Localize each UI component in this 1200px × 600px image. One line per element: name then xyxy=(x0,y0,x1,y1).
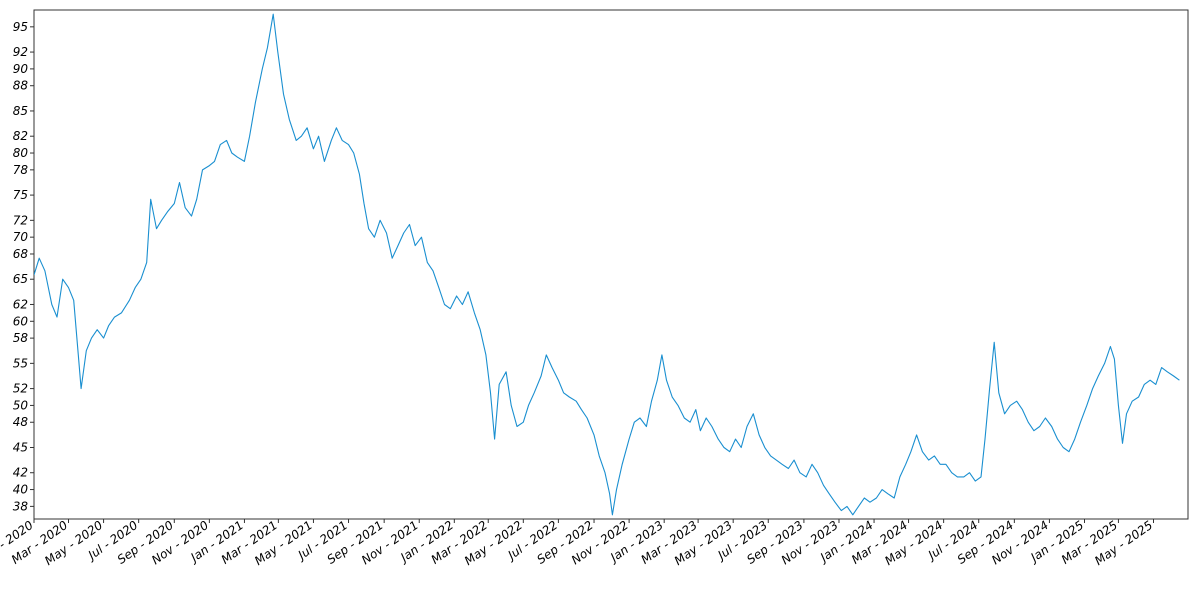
y-tick-label: 60 xyxy=(13,314,29,328)
y-tick-label: 38 xyxy=(13,499,29,513)
y-tick-label: 42 xyxy=(13,466,28,480)
y-tick-label: 90 xyxy=(13,62,29,76)
y-axis: 38 40 42 45 48 50 52 55 58 60 62 65 68 70 72 75 78 80 82 85… xyxy=(13,20,34,513)
y-tick-label: 62 xyxy=(13,297,28,311)
series-line xyxy=(34,13,1180,516)
y-tick-label: 48 xyxy=(13,415,29,429)
y-tick-label: 45 xyxy=(13,440,28,454)
y-tick-label: 50 xyxy=(13,398,29,412)
y-tick-label: 65 xyxy=(13,272,28,286)
y-tick-label: 95 xyxy=(13,20,28,34)
y-tick-label: 80 xyxy=(13,146,29,160)
y-tick-label: 40 xyxy=(13,483,29,497)
y-tick-label: 75 xyxy=(13,188,28,202)
y-tick-label: 68 xyxy=(13,247,29,261)
y-tick-label: 72 xyxy=(13,213,28,227)
y-tick-label: 55 xyxy=(13,356,28,370)
y-tick-label: 92 xyxy=(13,45,28,59)
plot-frame xyxy=(33,9,1189,520)
y-tick-label: 70 xyxy=(13,230,29,244)
y-tick-label: 88 xyxy=(13,79,29,93)
y-tick-label: 85 xyxy=(13,104,28,118)
y-tick-label: 52 xyxy=(13,382,28,396)
y-tick-label: 82 xyxy=(13,129,28,143)
y-tick-label: 58 xyxy=(13,331,29,345)
series-layer xyxy=(34,13,1180,516)
y-tick-label: 78 xyxy=(13,163,29,177)
